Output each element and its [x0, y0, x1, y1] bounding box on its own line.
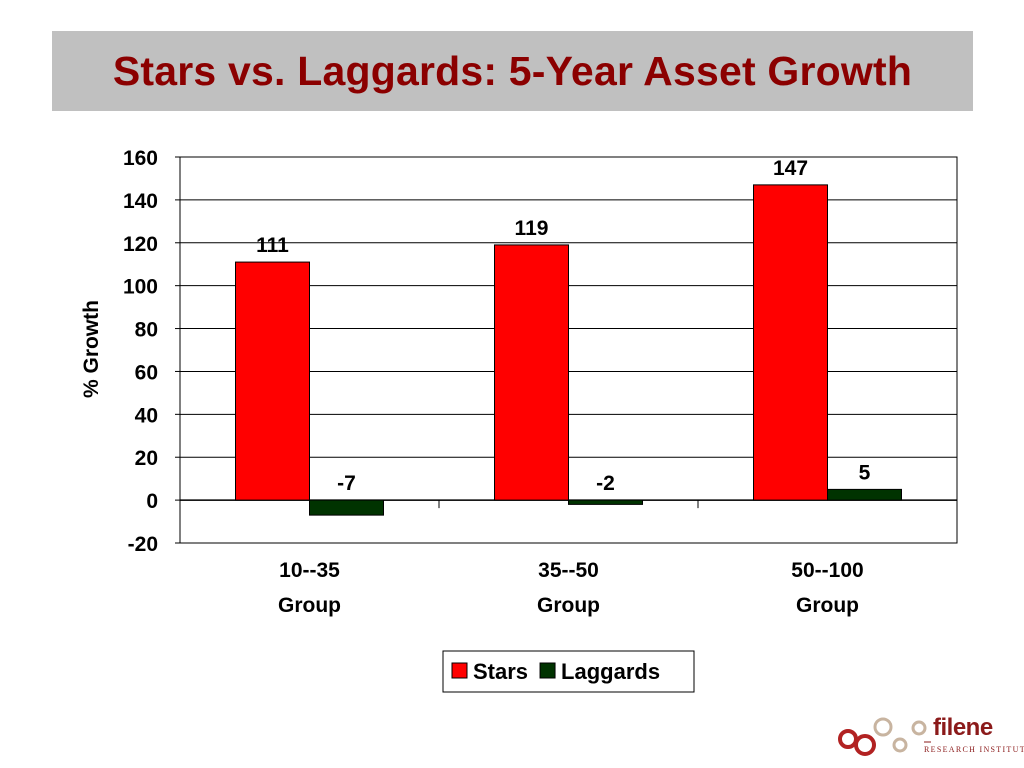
- bar-laggards: [568, 499, 643, 505]
- data-label: -2: [596, 472, 615, 495]
- y-tick-label: 140: [123, 190, 158, 213]
- slide-title: Stars vs. Laggards: 5-Year Asset Growth: [112, 47, 913, 94]
- x-category-label: Group: [278, 594, 341, 617]
- data-label: 119: [515, 217, 549, 240]
- x-category-label: 10--35: [279, 559, 340, 582]
- data-label: -7: [337, 472, 356, 495]
- y-tick-label: 160: [123, 147, 158, 170]
- y-tick-label: 120: [123, 233, 158, 256]
- y-tick-label: 80: [135, 319, 158, 342]
- logo-wordmark: filene: [933, 714, 993, 741]
- y-tick-label: 60: [135, 361, 158, 384]
- bar-stars: [753, 184, 828, 501]
- bar-laggards: [309, 499, 384, 516]
- legend-swatch-laggards: [539, 662, 556, 679]
- x-category-label: 50--100: [791, 559, 863, 582]
- bar-laggards: [827, 488, 902, 501]
- legend-swatch-stars: [451, 662, 468, 679]
- data-label: 147: [773, 157, 808, 180]
- legend-box: [442, 650, 695, 693]
- bar-stars: [494, 244, 569, 501]
- y-tick-label: 100: [123, 276, 158, 299]
- filene-logo: filene RESEARCH INSTITUTE: [836, 712, 1024, 766]
- logo-tagline: RESEARCH INSTITUTE: [924, 745, 1024, 754]
- y-tick-label: 0: [146, 490, 158, 513]
- x-category-label: Group: [537, 594, 600, 617]
- y-axis-title: % Growth: [80, 300, 103, 398]
- bar-stars: [235, 261, 310, 501]
- y-tick-label: -20: [128, 533, 158, 556]
- data-label: 5: [859, 461, 871, 484]
- legend-label-stars: Stars: [473, 659, 528, 684]
- legend-label-laggards: Laggards: [561, 659, 660, 684]
- title-band: Stars vs. Laggards: 5-Year Asset Growth: [52, 31, 973, 111]
- plot-frame: [179, 156, 958, 544]
- y-tick-label: 20: [135, 447, 158, 470]
- x-category-label: Group: [796, 594, 859, 617]
- x-category-label: 35--50: [538, 559, 599, 582]
- data-label: 111: [256, 234, 289, 257]
- logo-circles-icon: [838, 717, 931, 756]
- y-tick-label: 40: [135, 404, 158, 427]
